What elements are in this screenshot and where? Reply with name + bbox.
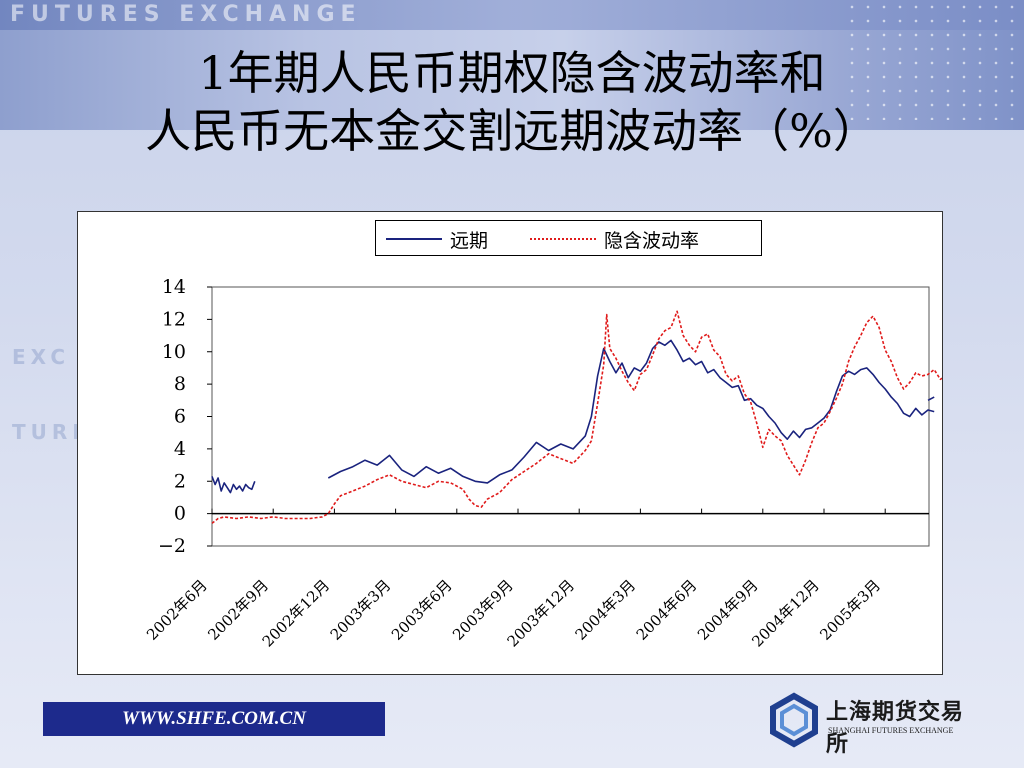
y-tick-label: 14 xyxy=(162,276,186,298)
side-watermark-1: EXC xyxy=(12,345,71,369)
header-banner: FUTURES EXCHANGE xyxy=(0,0,1024,130)
y-tick-label: 4 xyxy=(174,438,186,460)
logo-chinese-name: 上海期货交易所 xyxy=(826,699,965,757)
legend-swatch-implied xyxy=(530,238,596,240)
legend-swatch-forward xyxy=(386,238,442,240)
y-tick-label: −2 xyxy=(158,535,186,557)
series-forward-line xyxy=(327,339,935,484)
x-tick-label: 2002年6月 xyxy=(143,576,211,644)
banner-watermark: FUTURES EXCHANGE xyxy=(10,2,362,27)
footer-url[interactable]: WWW.SHFE.COM.CN xyxy=(122,708,306,729)
logo-english-name: SHANGHAI FUTURES EXCHANGE xyxy=(828,726,954,735)
y-tick-label: 2 xyxy=(174,470,186,492)
line-chart: 14121086420−22002年6月2002年9月2002年12月2003年… xyxy=(143,276,942,651)
slide-title: 1年期人民币期权隐含波动率和 人民币无本金交割远期波动率（%） xyxy=(0,44,1024,160)
x-tick-label: 2003年6月 xyxy=(388,576,456,644)
series-forward-line xyxy=(211,476,256,494)
y-tick-label: 12 xyxy=(162,308,186,330)
star-pattern xyxy=(844,0,1024,120)
footer-bar: WWW.SHFE.COM.CN xyxy=(43,702,385,736)
x-tick-label: 2005年3月 xyxy=(816,576,884,644)
series-forward-line xyxy=(927,396,935,402)
side-watermark-2: TURE xyxy=(12,420,91,444)
x-tick-label: 2004年3月 xyxy=(572,576,640,644)
x-tick-label: 2003年3月 xyxy=(327,576,395,644)
y-tick-label: 0 xyxy=(174,503,186,525)
y-tick-label: 10 xyxy=(162,341,186,363)
series-implied-vol-line xyxy=(211,310,942,524)
chart-legend: 远期 隐含波动率 xyxy=(375,220,762,256)
y-tick-label: 8 xyxy=(174,373,186,395)
plot-area xyxy=(211,286,930,547)
title-line-1: 1年期人民币期权隐含波动率和 xyxy=(198,46,826,100)
shfe-logo-icon xyxy=(770,692,818,748)
title-line-2: 人民币无本金交割远期波动率（%） xyxy=(145,104,879,158)
x-tick-label: 2004年6月 xyxy=(633,576,701,644)
legend-label-forward: 远期 xyxy=(450,230,489,252)
shfe-logo: 上海期货交易所 SHANGHAI FUTURES EXCHANGE xyxy=(766,690,986,757)
y-tick-label: 6 xyxy=(174,406,186,428)
legend-label-implied: 隐含波动率 xyxy=(604,230,700,252)
chart-panel: 14 12 10 8 6 4 2 0 −2 2002年6月 2002年9月 2002年12月 2003年… xyxy=(77,211,943,675)
